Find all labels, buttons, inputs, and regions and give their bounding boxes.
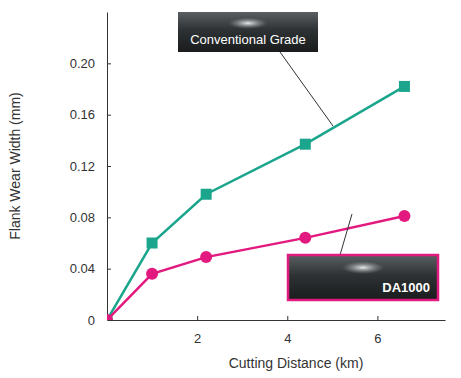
leader-line	[340, 214, 352, 255]
x-tick-label: 6	[374, 331, 381, 346]
series-label-box: Conventional Grade	[178, 12, 333, 126]
marker	[146, 268, 158, 280]
y-tick-label: 0.04	[70, 261, 95, 276]
y-tick-label: 0.08	[70, 210, 95, 225]
y-tick: 0.04	[70, 261, 111, 276]
y-tick: 0.20	[70, 56, 111, 71]
x-tick-mark	[197, 316, 198, 320]
y-tick-mark	[107, 269, 111, 270]
marker	[107, 314, 113, 320]
series-line	[107, 216, 404, 320]
photo-box	[288, 255, 438, 300]
x-tick: 2	[194, 316, 201, 346]
x-tick: 6	[374, 316, 381, 346]
x-tick: 4	[284, 316, 291, 346]
y-tick: 0.16	[70, 107, 111, 122]
y-tick-label: 0.16	[70, 107, 95, 122]
x-axis: 2 4 6	[108, 316, 446, 346]
marker	[147, 238, 158, 249]
marker	[200, 251, 212, 263]
y-axis-title: Flank Wear Width (mm)	[7, 92, 23, 240]
chart: 2 4 6 0 0.04 0.08 0.12 0.16 0.20 Cutting Distance…	[0, 0, 461, 378]
x-axis-line	[108, 320, 446, 321]
y-tick-mark	[107, 115, 111, 116]
marker	[201, 189, 212, 200]
photo-glow	[228, 18, 267, 29]
leader-line	[280, 52, 333, 126]
photo-box	[178, 12, 318, 52]
y-tick: 0.12	[70, 159, 111, 174]
marker	[300, 139, 311, 150]
series-label-box: DA1000	[288, 214, 438, 300]
x-tick-mark	[377, 316, 378, 320]
y-tick-label: 0.20	[70, 56, 95, 71]
series-label: DA1000	[382, 280, 430, 295]
marker	[399, 81, 410, 92]
x-axis-title: Cutting Distance (km)	[229, 355, 364, 371]
series-1	[107, 210, 410, 320]
y-tick-label: 0	[88, 313, 95, 328]
y-tick: 0.08	[70, 210, 111, 225]
marker	[398, 210, 410, 222]
y-axis: 0 0.04 0.08 0.12 0.16 0.20	[70, 13, 111, 328]
x-tick-label: 4	[284, 331, 291, 346]
x-tick-label: 2	[194, 331, 201, 346]
series-label: Conventional Grade	[190, 32, 306, 47]
marker	[299, 232, 311, 244]
y-tick-label: 0.12	[70, 159, 95, 174]
plot-area: 2 4 6 0 0.04 0.08 0.12 0.16 0.20	[70, 13, 446, 347]
photo-glow	[342, 261, 384, 274]
x-tick-mark	[287, 316, 288, 320]
y-tick-mark	[107, 63, 111, 64]
y-tick-mark	[107, 166, 111, 167]
y-tick-mark	[107, 217, 111, 218]
